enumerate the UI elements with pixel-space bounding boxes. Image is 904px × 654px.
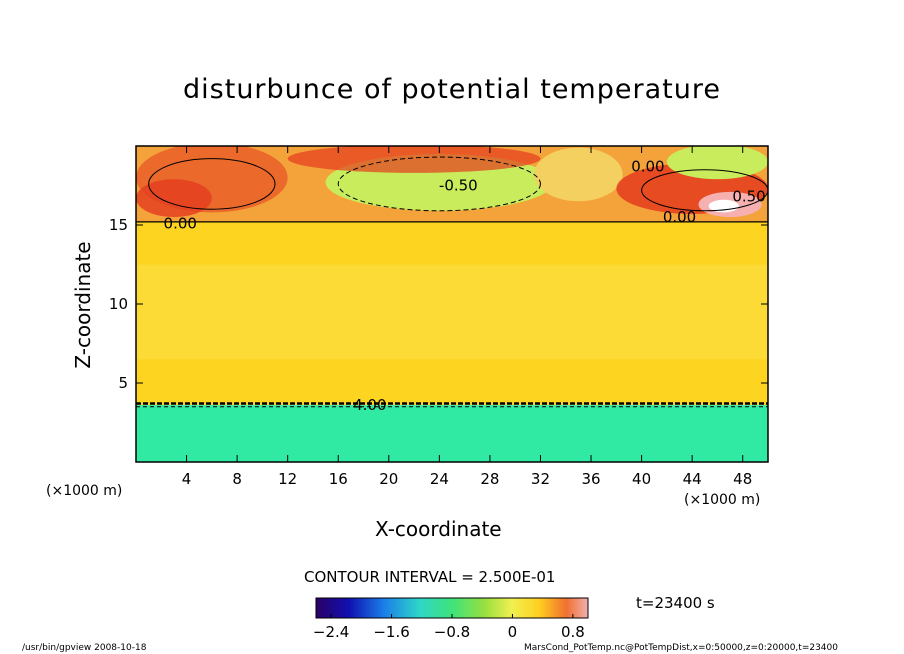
upper-hot-blob xyxy=(287,146,541,173)
y-axis-label: Z-coordinate xyxy=(71,241,95,369)
x-axis-label: X-coordinate xyxy=(375,517,502,541)
footer-left: /usr/bin/gpview 2008-10-18 xyxy=(22,643,147,653)
contour-label: 0.50 xyxy=(732,188,765,206)
colorbar-tick-label: −1.6 xyxy=(373,623,409,641)
upper-hot-blob xyxy=(136,179,212,218)
colorbar-tick-label: 0.8 xyxy=(561,623,585,641)
x-tick-label: 32 xyxy=(531,470,550,488)
y-tick-label: 15 xyxy=(109,216,128,234)
upper-mixed-blob xyxy=(534,147,623,202)
x-tick-label: 12 xyxy=(278,470,297,488)
footer-right: MarsCond_PotTemp.nc@PotTempDist,x=0:5000… xyxy=(524,643,838,653)
y-tick-label: 5 xyxy=(118,374,128,392)
contour-label: 0.00 xyxy=(164,214,197,232)
upper-cool-blob xyxy=(666,146,768,180)
y-tick-label: 10 xyxy=(109,295,128,313)
middle-layer-light-band xyxy=(136,264,768,360)
x-tick-label: 28 xyxy=(480,470,499,488)
x-tick-label: 44 xyxy=(683,470,702,488)
x-unit-left: (×1000 m) xyxy=(46,483,123,499)
x-tick-label: 20 xyxy=(379,470,398,488)
x-tick-label: 48 xyxy=(733,470,752,488)
x-tick-label: 24 xyxy=(430,470,449,488)
contour-label: 4.00 xyxy=(353,396,386,414)
time-label: t=23400 s xyxy=(636,594,715,612)
colorbar-tick-label: 0 xyxy=(508,623,518,641)
x-tick-label: 16 xyxy=(329,470,348,488)
x-unit-right: (×1000 m) xyxy=(684,492,761,508)
x-tick-label: 36 xyxy=(581,470,600,488)
lower-layer-fill xyxy=(136,405,768,462)
colorbar-tick-label: −0.8 xyxy=(434,623,470,641)
contour-label: 0.00 xyxy=(631,158,664,176)
contour-label: 0.00 xyxy=(663,208,696,226)
contour-label: -0.50 xyxy=(439,177,478,195)
x-tick-label: 40 xyxy=(632,470,651,488)
x-tick-label: 4 xyxy=(182,470,192,488)
chart-title: disturbunce of potential temperature xyxy=(183,74,721,105)
contour-interval-text: CONTOUR INTERVAL = 2.500E-01 xyxy=(304,568,556,586)
contour-line-positive xyxy=(148,158,276,210)
colorbar-tick-label: −2.4 xyxy=(313,623,349,641)
contour-line-negative xyxy=(337,156,541,212)
x-tick-label: 8 xyxy=(232,470,242,488)
